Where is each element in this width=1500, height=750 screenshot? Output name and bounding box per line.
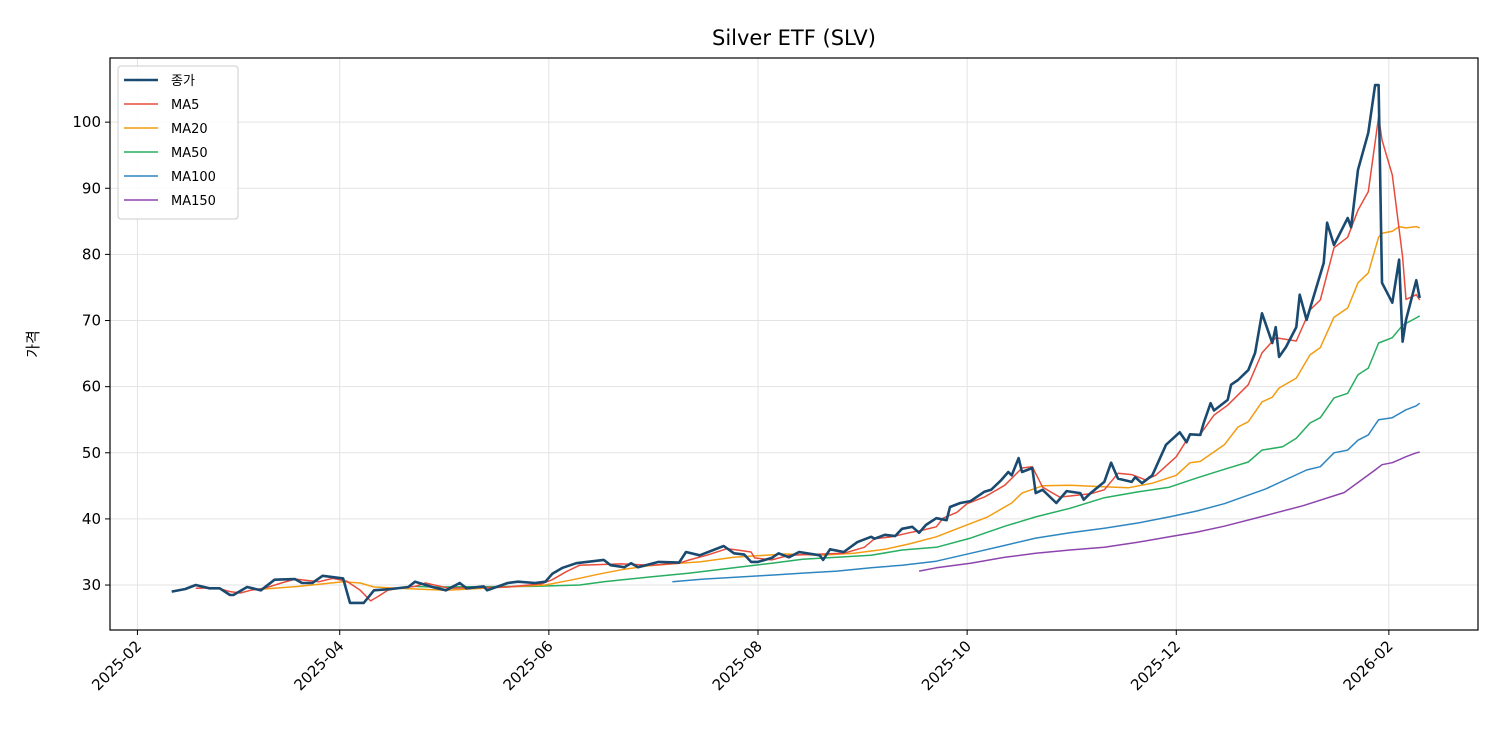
- series-line-ma5: [195, 116, 1421, 602]
- x-tick-label: 2026-02: [1340, 637, 1397, 694]
- x-tick-label: 2025-10: [918, 637, 975, 694]
- y-axis: 30 40 50 60 70 80 90 100: [72, 113, 110, 594]
- y-tick-label: 50: [82, 444, 101, 462]
- legend-label: MA50: [171, 146, 208, 161]
- x-tick-label: 2025-04: [290, 637, 347, 694]
- x-tick-label: 2025-08: [709, 637, 766, 694]
- series-line-ma100: [672, 402, 1421, 583]
- grid: [110, 58, 1478, 630]
- legend-label: MA20: [171, 122, 208, 137]
- x-tick-label: 2025-06: [500, 637, 557, 694]
- series-line-ma20: [264, 225, 1420, 592]
- y-axis-label: 가격: [24, 330, 42, 358]
- legend-label: 종가: [171, 74, 195, 89]
- x-tick-label: 2025-12: [1127, 637, 1184, 694]
- y-tick-label: 40: [82, 510, 101, 528]
- x-axis: 2025-02 2025-04 2025-06 2025-08 2025-10 2025-…: [88, 630, 1397, 694]
- legend-label: MA5: [171, 98, 199, 113]
- y-tick-label: 80: [82, 245, 101, 263]
- plot-frame: [109, 57, 1479, 631]
- x-tick-label: 2025-02: [88, 637, 145, 694]
- series-line-ma150: [918, 451, 1420, 572]
- y-tick-label: 90: [82, 179, 101, 197]
- series-lines: [171, 83, 1421, 605]
- y-tick-label: 60: [82, 378, 101, 396]
- legend: 종가 MA5 MA20 MA50 MA100 MA150: [117, 65, 239, 220]
- y-tick-label: 30: [82, 576, 101, 594]
- series-line-ma50: [415, 315, 1421, 588]
- legend-label: MA100: [171, 170, 216, 185]
- y-tick-label: 100: [72, 113, 101, 131]
- chart-title: Silver ETF (SLV): [712, 26, 876, 50]
- series-line-종가: [171, 83, 1421, 605]
- legend-label: MA150: [171, 194, 216, 209]
- y-tick-label: 70: [82, 312, 101, 330]
